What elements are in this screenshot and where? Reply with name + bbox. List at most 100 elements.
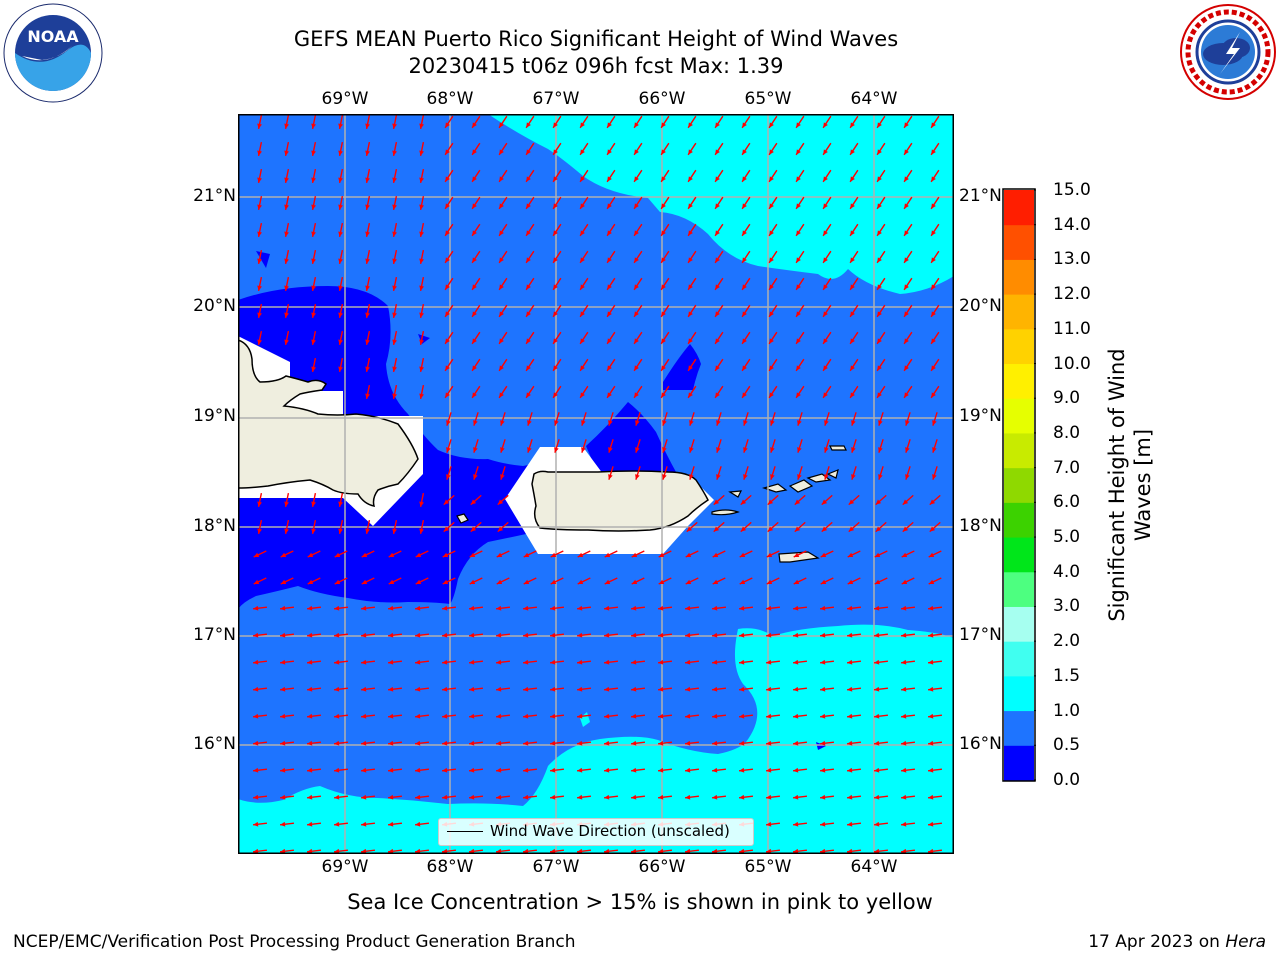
wind-direction-arrow-icon: [903, 223, 913, 237]
wind-direction-arrow-icon: [338, 304, 344, 318]
wind-direction-arrow-icon: [873, 605, 889, 611]
wind-direction-arrow-icon: [252, 821, 268, 827]
wind-direction-arrow-icon: [819, 794, 835, 800]
wind-direction-arrow-icon: [662, 466, 668, 480]
wave-field-0-0.5-north-blob: [663, 344, 701, 390]
wave-height-map[interactable]: [238, 114, 954, 854]
lat-label-left: 17°N: [193, 625, 236, 645]
wind-direction-arrow-icon: [387, 713, 403, 719]
wind-direction-arrow-icon: [768, 115, 778, 129]
wind-direction-arrow-icon: [660, 169, 670, 183]
wind-direction-arrow-icon: [819, 848, 835, 854]
wind-direction-arrow-icon: [928, 550, 942, 558]
map-border: [238, 114, 954, 854]
wind-direction-arrow-icon: [522, 767, 538, 773]
map-panel[interactable]: [238, 114, 954, 854]
wind-direction-arrow-icon: [392, 115, 398, 129]
wind-direction-arrow-icon: [495, 632, 511, 638]
wind-direction-arrow-icon: [876, 142, 886, 156]
wind-direction-arrow-icon: [932, 412, 938, 426]
wind-direction-arrow-icon: [279, 605, 295, 611]
wind-direction-arrow-icon: [687, 250, 697, 264]
wind-direction-arrow-icon: [716, 412, 722, 426]
wind-direction-arrow-icon: [633, 196, 643, 210]
anegada-island: [829, 445, 847, 451]
wind-direction-arrow-icon: [849, 250, 859, 264]
wind-direction-arrow-icon: [257, 169, 263, 183]
wind-direction-arrow-icon: [365, 331, 371, 345]
wind-direction-arrow-icon: [419, 223, 425, 237]
wind-direction-arrow-icon: [311, 358, 317, 372]
wind-direction-arrow-icon: [900, 632, 916, 638]
wind-direction-arrow-icon: [606, 223, 616, 237]
wind-direction-arrow-icon: [878, 466, 884, 480]
wind-direction-arrow-icon: [714, 358, 724, 372]
wind-direction-arrow-icon: [903, 115, 913, 129]
wind-direction-arrow-icon: [603, 632, 619, 638]
wind-direction-arrow-icon: [257, 493, 263, 507]
wind-direction-arrow-icon: [576, 740, 592, 746]
colorbar-segment: [1004, 259, 1034, 295]
wind-direction-arrow-icon: [714, 385, 724, 399]
wind-direction-arrow-icon: [284, 304, 290, 318]
wind-direction-arrow-icon: [657, 605, 673, 611]
wind-direction-arrow-icon: [687, 169, 697, 183]
wind-direction-arrow-icon: [905, 412, 911, 426]
colorbar-tick-label: 10.0: [1053, 353, 1091, 374]
wind-direction-arrow-icon: [795, 358, 805, 372]
wind-direction-arrow-icon: [333, 821, 349, 827]
wind-direction-arrow-icon: [498, 250, 508, 264]
wind-direction-arrow-icon: [846, 659, 862, 665]
wind-direction-arrow-icon: [311, 169, 317, 183]
colorbar-segment: [1004, 710, 1034, 746]
wind-direction-arrow-icon: [685, 577, 699, 585]
wind-direction-arrow-icon: [714, 169, 724, 183]
wind-direction-arrow-icon: [441, 659, 457, 665]
lat-label-right: 19°N: [959, 406, 1002, 426]
wind-direction-arrow-icon: [741, 304, 751, 318]
wind-direction-arrow-icon: [307, 550, 321, 558]
wind-direction-arrow-icon: [552, 277, 562, 291]
wind-direction-arrow-icon: [876, 331, 886, 345]
wind-direction-arrow-icon: [525, 223, 535, 237]
wind-direction-arrow-icon: [635, 439, 641, 453]
wind-direction-arrow-icon: [306, 767, 322, 773]
colorbar-segment: [1004, 537, 1034, 573]
wind-direction-arrow-icon: [446, 412, 452, 426]
wind-direction-arrow-icon: [360, 821, 376, 827]
wind-direction-arrow-icon: [414, 821, 430, 827]
wind-direction-arrow-icon: [387, 632, 403, 638]
wind-direction-arrow-icon: [660, 304, 670, 318]
colorbar-label: Significant Height of Wind Waves [m]: [1105, 348, 1155, 622]
wind-direction-arrow-icon: [284, 223, 290, 237]
wind-direction-arrow-icon: [797, 412, 803, 426]
wind-direction-arrow-icon: [387, 659, 403, 665]
wind-direction-arrow-icon: [630, 605, 646, 611]
wind-direction-arrow-icon: [361, 577, 375, 585]
wind-direction-arrow-icon: [795, 169, 805, 183]
colorbar-border: [1002, 188, 1036, 782]
wind-direction-arrow-icon: [846, 767, 862, 773]
wave-field-0-0.5-speck: [256, 251, 270, 268]
wind-direction-arrow-icon: [525, 169, 535, 183]
wind-direction-arrow-icon: [441, 713, 457, 719]
wind-direction-arrow-icon: [819, 821, 835, 827]
wind-direction-arrow-icon: [392, 196, 398, 210]
wind-direction-arrow-icon: [495, 713, 511, 719]
wind-direction-arrow-icon: [579, 169, 589, 183]
wind-direction-arrow-icon: [606, 169, 616, 183]
wind-direction-arrow-icon: [419, 142, 425, 156]
wind-direction-arrow-icon: [930, 385, 940, 399]
wind-direction-arrow-icon: [900, 821, 916, 827]
colorbar-segment: [1004, 224, 1034, 260]
wind-direction-arrow-icon: [579, 250, 589, 264]
wind-direction-arrow-icon: [549, 632, 565, 638]
wind-direction-arrow-icon: [338, 142, 344, 156]
wind-direction-arrow-icon: [743, 412, 749, 426]
wind-direction-arrow-icon: [444, 331, 454, 345]
wind-direction-arrow-icon: [768, 277, 778, 291]
wind-direction-arrow-icon: [660, 115, 670, 129]
wind-direction-arrow-icon: [338, 250, 344, 264]
wind-direction-arrow-icon: [471, 331, 481, 345]
colorbar-segment: [1004, 432, 1034, 469]
